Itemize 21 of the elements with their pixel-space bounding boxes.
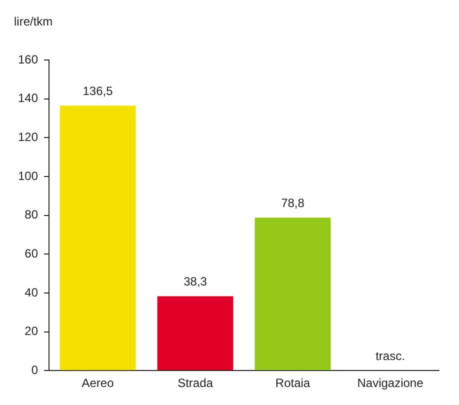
data-label: 78,8 — [281, 196, 305, 210]
x-tick-label: Navigazione — [357, 376, 424, 390]
y-axis-title: lire/tkm — [14, 14, 53, 28]
bar — [157, 296, 234, 370]
data-label: 38,3 — [184, 274, 208, 289]
y-tick-label: 160 — [18, 52, 38, 66]
y-tick-label: 20 — [24, 324, 38, 338]
bar — [60, 106, 136, 370]
x-tick-label: Rotaia — [275, 376, 310, 390]
y-tick-label: 0 — [31, 362, 38, 377]
x-tick-label: Aereo — [82, 376, 114, 390]
y-tick-label: 140 — [18, 91, 38, 106]
x-tick-label: Strada — [178, 376, 214, 390]
y-tick-label: 120 — [18, 130, 38, 144]
y-tick-label: 100 — [18, 168, 38, 183]
text: trasc. — [376, 348, 405, 363]
data-label: 136,5 — [82, 84, 114, 98]
y-tick-label: 80 — [24, 208, 38, 222]
y-tick-label: 40 — [24, 285, 38, 300]
bar — [254, 218, 331, 370]
y-tick-label: 60 — [24, 246, 38, 260]
